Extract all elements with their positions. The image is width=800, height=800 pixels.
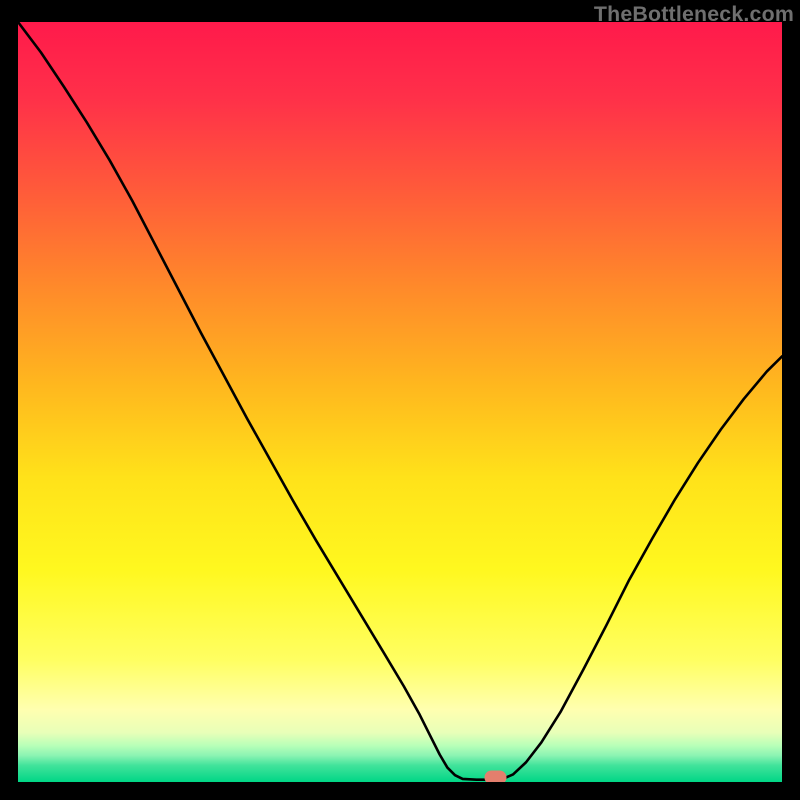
current-config-marker — [485, 770, 507, 782]
gradient-background — [18, 22, 782, 782]
watermark-text: TheBottleneck.com — [594, 2, 794, 27]
outer-frame: TheBottleneck.com — [0, 0, 800, 800]
plot-area — [18, 22, 782, 782]
chart-svg — [18, 22, 782, 782]
